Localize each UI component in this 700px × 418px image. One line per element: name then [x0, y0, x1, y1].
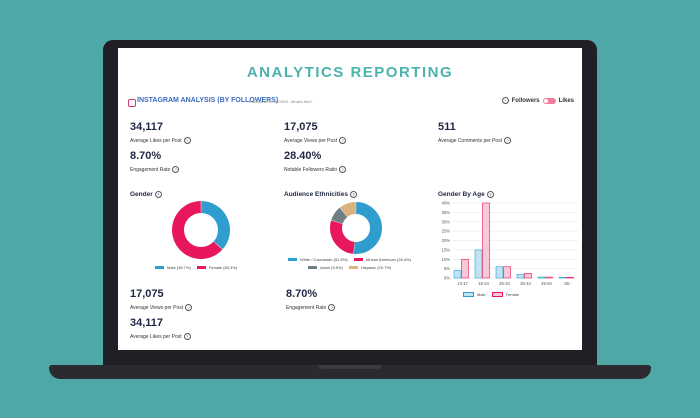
laptop-notch — [318, 365, 382, 369]
y-tick-label: 10% — [442, 257, 451, 262]
x-tick-label: 65- — [564, 281, 571, 286]
help-icon[interactable]: ? — [339, 166, 347, 173]
toggle-label-likes: Likes — [558, 97, 574, 104]
y-tick-label: 30% — [442, 219, 451, 224]
bottom-avg-views-label: Average Views per Post? — [130, 304, 193, 311]
slice-white-caucasian — [353, 202, 382, 254]
help-icon[interactable]: ? — [183, 137, 191, 144]
help-icon[interactable]: ? — [328, 304, 336, 311]
data-date-note[interactable]: Data as of 07/06/2019. What's this? — [249, 99, 313, 104]
bar-female-65- — [566, 277, 574, 279]
bottom-engagement-label: Engagement Rate? — [286, 304, 336, 311]
avg-likes-value: 34,117 — [130, 121, 164, 133]
instagram-icon — [128, 99, 136, 107]
help-icon[interactable]: ? — [501, 97, 509, 104]
help-icon[interactable]: ? — [154, 191, 162, 198]
ethnicities-legend-row-1: White / Caucasian (51.5%) African Americ… — [288, 257, 411, 262]
notable-followers-label: Notable Followers Ratio? — [284, 166, 347, 173]
y-tick-label: 25% — [442, 229, 451, 234]
bar-female-45-64 — [545, 276, 553, 279]
followers-likes-toggle-group: ? Followers Likes — [500, 97, 574, 104]
y-tick-label: 5% — [444, 266, 450, 271]
ethnicities-legend-row-2: Asian (9.5%) Hispanic (10.7%) — [308, 265, 391, 270]
avg-views-label: Average Views per Post? — [284, 137, 347, 144]
gender-age-legend: Male Female — [463, 292, 519, 297]
bar-male-35-44 — [516, 273, 525, 279]
y-tick-label: 40% — [442, 201, 451, 206]
legend-swatch-female — [196, 266, 206, 269]
ethnicities-donut-chart — [330, 202, 382, 254]
bar-male-45-64 — [537, 276, 546, 279]
legend-swatch-male — [155, 266, 164, 269]
help-icon[interactable]: ? — [185, 304, 193, 311]
slice-female — [172, 201, 223, 259]
help-icon[interactable]: ? — [349, 191, 357, 198]
legend-label-asian: Asian (9.5%) — [320, 265, 343, 270]
avg-views-value: 17,075 — [284, 121, 318, 133]
y-tick-label: 0% — [444, 276, 450, 281]
y-tick-label: 35% — [442, 210, 451, 215]
legend-swatch-asian — [308, 266, 317, 269]
avg-comments-label: Average Comments per Post? — [438, 137, 512, 144]
avg-comments-value: 511 — [438, 121, 456, 133]
bar-female-35-44 — [524, 273, 532, 279]
legend-label-african: African American (28.4%) — [365, 257, 411, 262]
help-icon[interactable]: ? — [339, 137, 347, 144]
bar-female-13-17 — [461, 258, 469, 279]
legend-swatch-age-female — [491, 292, 503, 297]
gender-by-age-bar-chart: 0% 5% 10% 15% 20% 25% 30% 35% 40% 13-17 18-24 25-34… — [442, 201, 578, 286]
y-tick-label: 20% — [442, 238, 451, 243]
legend-swatch-hispanic — [348, 266, 358, 269]
help-icon[interactable]: ? — [172, 166, 180, 173]
slice-african-american — [330, 220, 356, 254]
report-title[interactable]: INSTAGRAM ANALYSIS (BY FOLLOWERS) — [137, 97, 279, 104]
bar-male-13-17 — [453, 270, 462, 279]
x-tick-label: 25-34 — [499, 281, 510, 286]
help-icon[interactable]: ? — [486, 191, 494, 198]
bottom-avg-likes-label: Average Likes per Post? — [130, 333, 191, 340]
x-tick-label: 13-17 — [457, 281, 468, 286]
legend-label-white: White / Caucasian (51.5%) — [300, 257, 348, 262]
x-tick-label: 18-24 — [478, 281, 489, 286]
legend-swatch-african — [353, 258, 363, 261]
x-tick-label: 45-64 — [541, 281, 552, 286]
legend-label-age-female: Female — [505, 292, 520, 297]
x-tick-label: 35-44 — [520, 281, 531, 286]
laptop-base — [49, 365, 651, 379]
bottom-avg-views-value: 17,075 — [130, 288, 164, 300]
slice-male — [200, 201, 230, 250]
legend-label-hispanic: Hispanic (10.7%) — [360, 265, 392, 270]
gender-legend: Male (36.7%) Female (63.3%) — [155, 265, 237, 270]
page-title: ANALYTICS REPORTING — [246, 64, 454, 81]
toggle-label-followers: Followers — [511, 97, 540, 104]
legend-label-age-male: Male — [477, 292, 486, 297]
bottom-engagement-value: 8.70% — [286, 288, 318, 300]
screen: ANALYTICS REPORTING INSTAGRAM ANALYSIS (… — [118, 48, 582, 350]
bar-female-25-34 — [503, 266, 511, 279]
slice-hispanic — [340, 202, 357, 218]
slice-asian — [331, 207, 348, 225]
gender-donut-chart — [172, 201, 230, 259]
legend-swatch-white — [288, 258, 297, 261]
engagement-rate-label: Engagement Rate? — [130, 166, 180, 173]
bar-male-18-24 — [474, 249, 483, 279]
bottom-avg-likes-value: 34,117 — [130, 317, 164, 329]
engagement-rate-value: 8.70% — [130, 150, 162, 162]
help-icon[interactable]: ? — [183, 333, 191, 340]
legend-swatch-age-male — [463, 292, 474, 297]
followers-likes-toggle[interactable] — [542, 97, 556, 104]
legend-label-male: Male (36.7%) — [167, 265, 191, 270]
help-icon[interactable]: ? — [504, 137, 512, 144]
ethnicities-section-title: Audience Ethnicities? — [284, 191, 357, 198]
bar-male-65- — [558, 277, 567, 279]
gender-age-section-title: Gender By Age? — [438, 191, 494, 198]
legend-label-female: Female (63.3%) — [208, 265, 238, 270]
gender-section-title: Gender? — [130, 191, 162, 198]
notable-followers-value: 28.40% — [284, 150, 322, 162]
bar-female-18-24 — [482, 202, 490, 279]
bar-male-25-34 — [495, 266, 504, 279]
avg-likes-label: Average Likes per Post? — [130, 137, 191, 144]
y-tick-label: 15% — [442, 247, 451, 252]
